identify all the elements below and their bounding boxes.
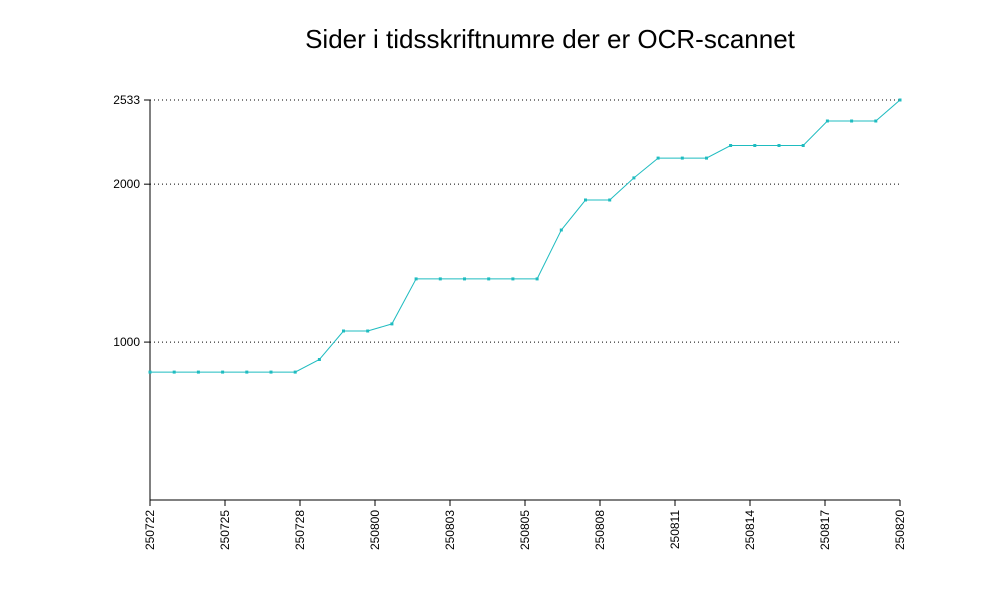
y-tick-label: 2000 <box>113 177 140 191</box>
data-point <box>293 370 297 374</box>
data-point <box>825 119 829 123</box>
data-point <box>584 198 587 202</box>
data-point <box>680 156 684 160</box>
data-point <box>753 144 757 147</box>
x-tick-label: 250805 <box>518 510 532 550</box>
axes <box>144 99 901 506</box>
x-tick-label: 250728 <box>293 510 307 550</box>
data-point <box>221 370 225 374</box>
data-point <box>777 144 781 147</box>
x-tick-label: 250808 <box>593 510 607 550</box>
data-point <box>463 277 466 281</box>
x-tick-label: 250725 <box>218 510 232 550</box>
chart-title: Sider i tidsskriftnumre der er OCR-scann… <box>305 24 795 54</box>
x-tick-label: 250820 <box>893 510 907 550</box>
x-tick-label: 250800 <box>368 510 382 550</box>
data-point <box>511 277 515 281</box>
data-point <box>390 322 394 326</box>
data-point <box>245 370 249 374</box>
data-point <box>269 370 273 374</box>
x-tick-label: 250814 <box>743 510 757 550</box>
data-point <box>608 198 612 202</box>
data-point <box>559 228 563 232</box>
data-point <box>632 176 636 180</box>
tick-labels: 1000 2000 2533 250722 250725 250728 250800 2508… <box>113 93 907 550</box>
data-point <box>438 277 442 281</box>
data-point <box>850 119 854 123</box>
data-point <box>898 98 902 102</box>
grid-lines <box>150 99 900 343</box>
y-tick-label: 1000 <box>113 335 140 349</box>
series-line <box>150 99 901 373</box>
data-point <box>366 329 370 333</box>
data-point <box>172 370 176 374</box>
data-point <box>874 119 878 123</box>
y-tick-label: 2533 <box>113 93 140 107</box>
series-layer <box>148 98 902 374</box>
x-tick-label: 250811 <box>668 510 682 549</box>
x-tick-label: 250722 <box>143 510 157 550</box>
data-point <box>317 358 321 361</box>
data-point <box>414 277 418 281</box>
data-point <box>196 370 200 374</box>
data-point <box>656 156 660 160</box>
data-point <box>729 144 733 147</box>
x-tick-label: 250803 <box>443 510 457 550</box>
data-point <box>705 156 708 160</box>
data-point <box>148 370 152 374</box>
data-point <box>801 144 805 147</box>
x-tick-label: 250817 <box>818 510 832 550</box>
data-point <box>342 329 345 333</box>
data-point <box>487 277 491 281</box>
data-point <box>535 277 539 281</box>
